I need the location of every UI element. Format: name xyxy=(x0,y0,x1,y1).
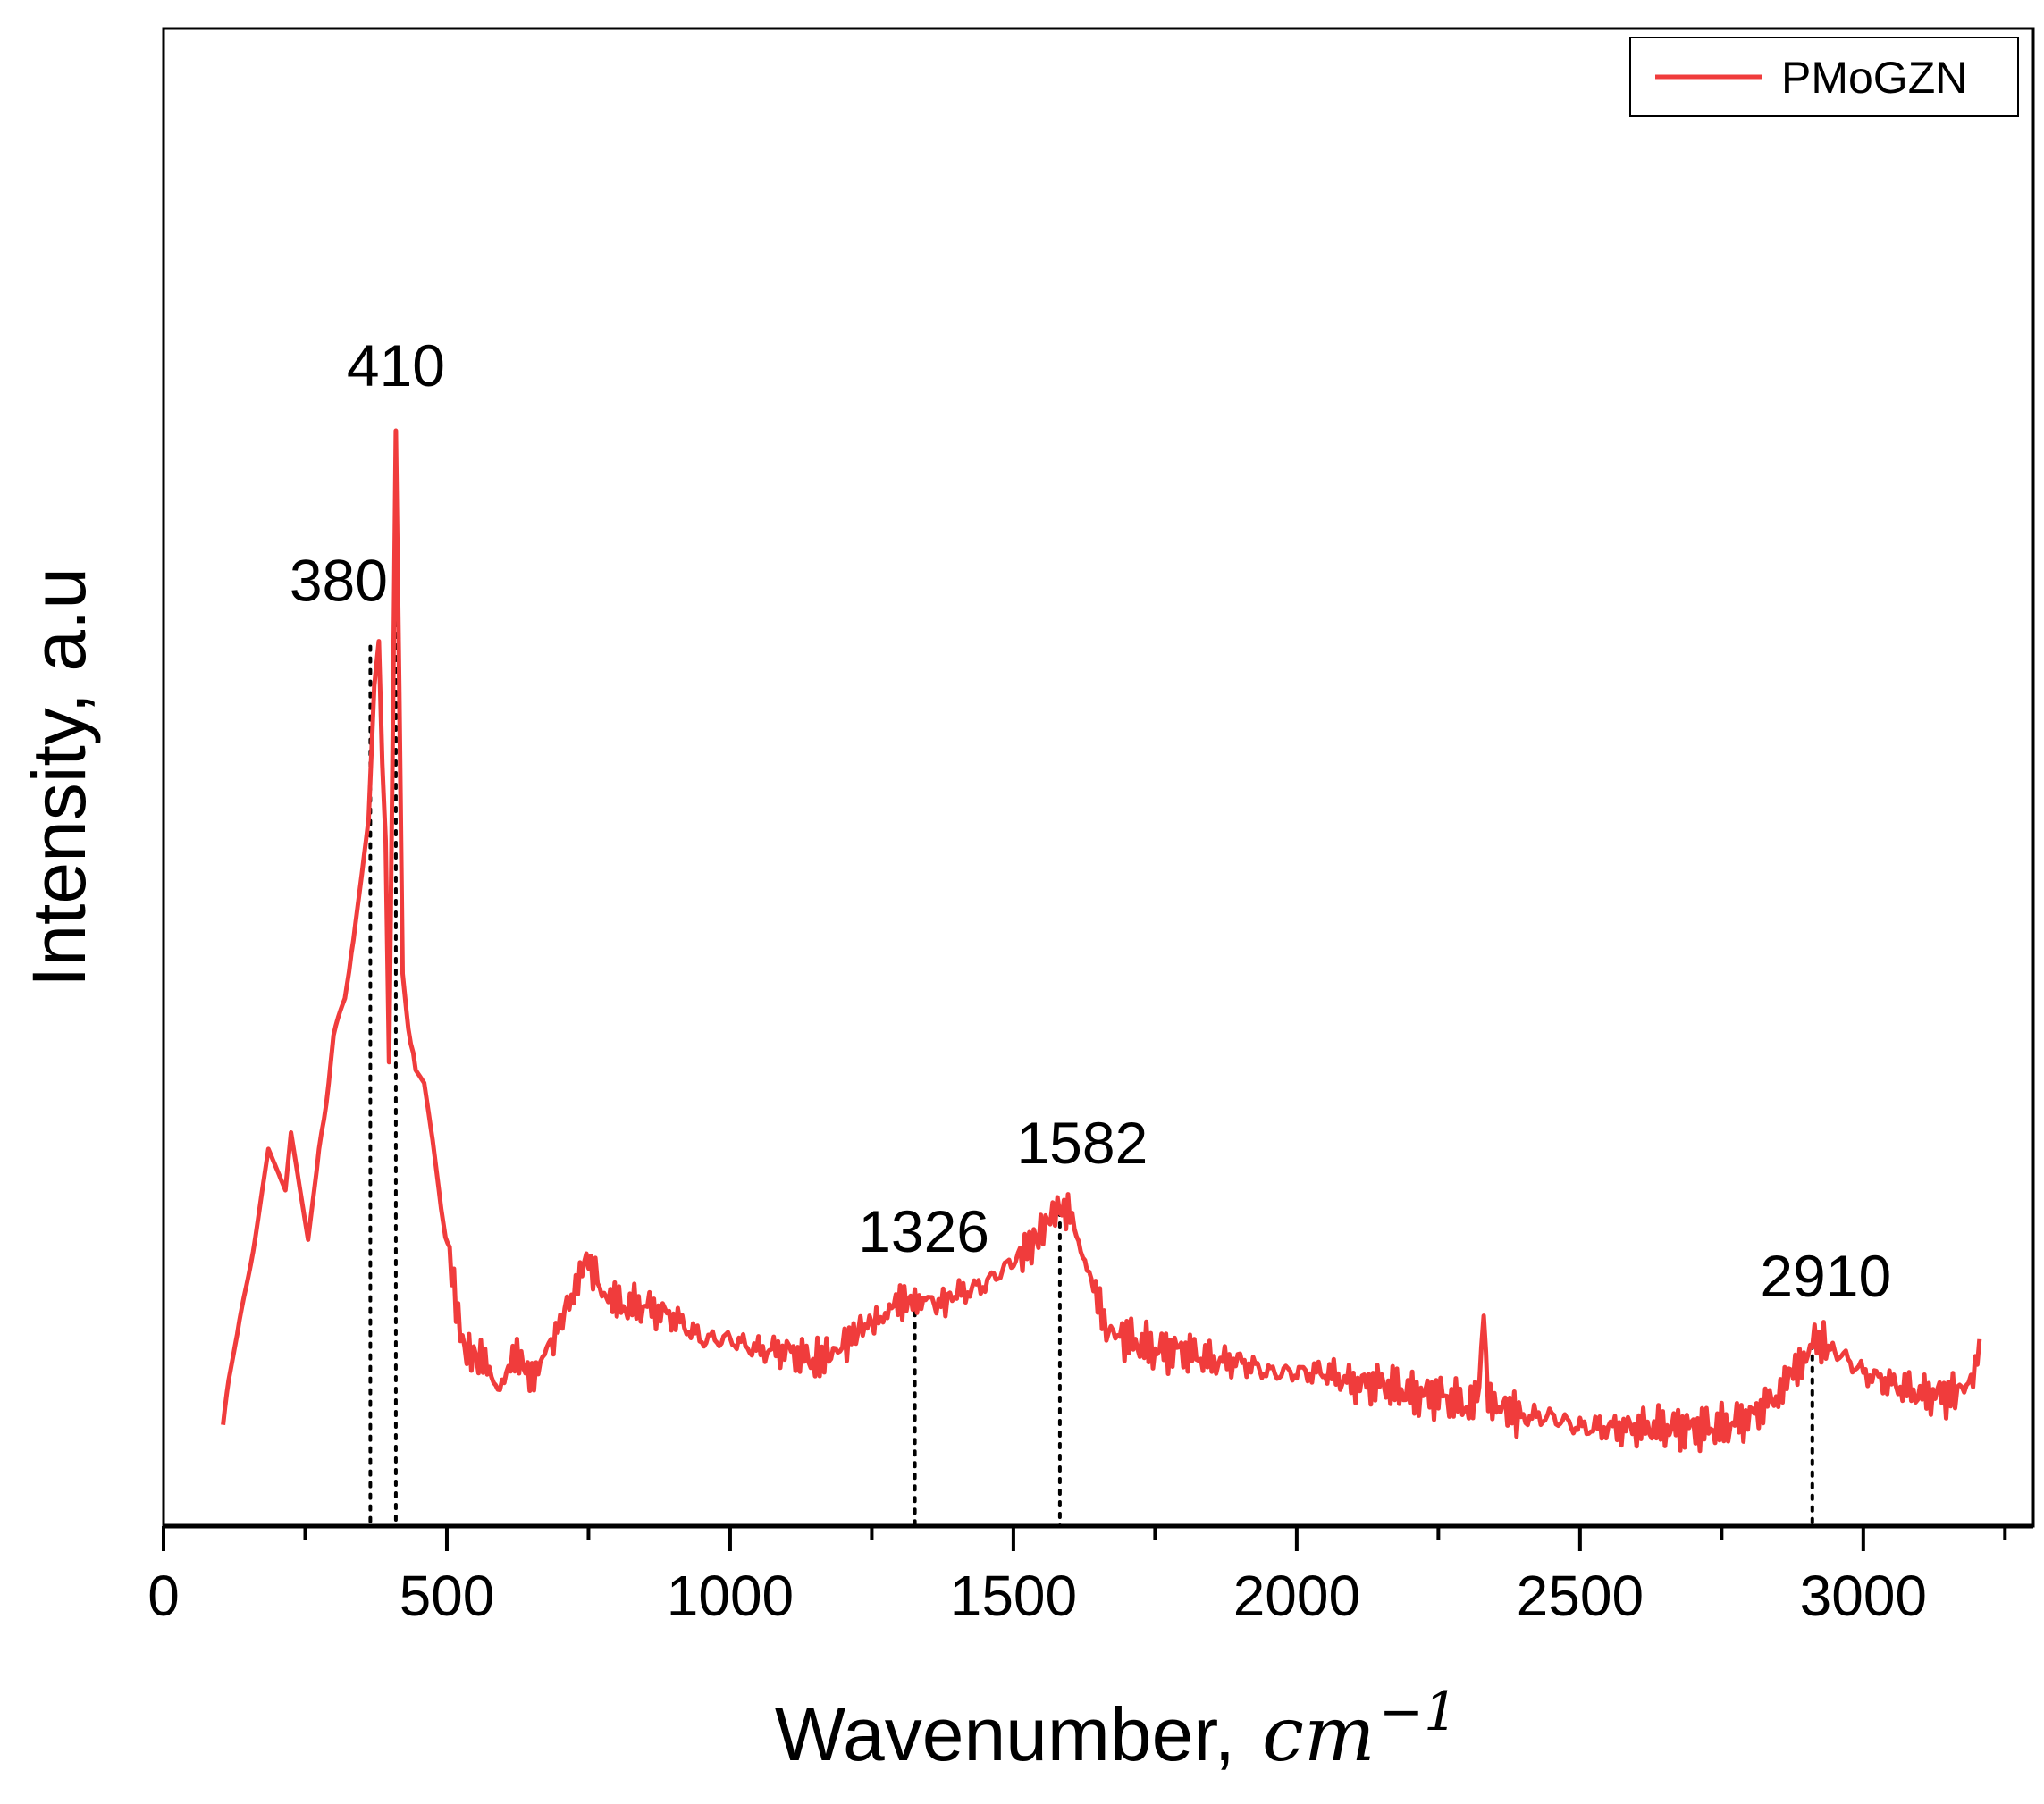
series-line-pmogzn xyxy=(221,428,1982,1454)
x-tick-label: 2000 xyxy=(1233,1564,1360,1628)
x-tick-label: 2500 xyxy=(1517,1564,1644,1628)
x-tick-label: 0 xyxy=(147,1564,180,1628)
x-axis-title: Wavenumber, cm −1 xyxy=(775,1681,1458,1778)
peak-label-1582: 1582 xyxy=(1016,1110,1148,1176)
peak-label-410: 410 xyxy=(347,332,445,399)
x-axis: 0 500 1000 1500 2000 2500 3000 xyxy=(147,1523,2033,1628)
x-axis-title-text: Wavenumber, xyxy=(775,1692,1235,1776)
peak-label-1326: 1326 xyxy=(858,1198,989,1264)
peak-label-380: 380 xyxy=(290,548,388,614)
peak-marker-lines xyxy=(368,434,1814,1528)
x-tick-label: 500 xyxy=(400,1564,495,1628)
peak-annotations: 410 380 1326 1582 2910 xyxy=(290,332,1891,1309)
x-tick-label: 1500 xyxy=(950,1564,1077,1628)
x-tick-label: 1000 xyxy=(667,1564,794,1628)
y-axis-title: Intensity, a.u xyxy=(17,567,101,987)
x-axis-unit-exponent: −1 xyxy=(1379,1681,1458,1743)
x-tick-label: 3000 xyxy=(1800,1564,1927,1628)
peak-label-2910: 2910 xyxy=(1760,1243,1891,1309)
legend: PMoGZN xyxy=(1629,37,2019,117)
legend-label-pmogzn: PMoGZN xyxy=(1781,53,1967,103)
x-axis-unit: cm xyxy=(1262,1691,1375,1778)
